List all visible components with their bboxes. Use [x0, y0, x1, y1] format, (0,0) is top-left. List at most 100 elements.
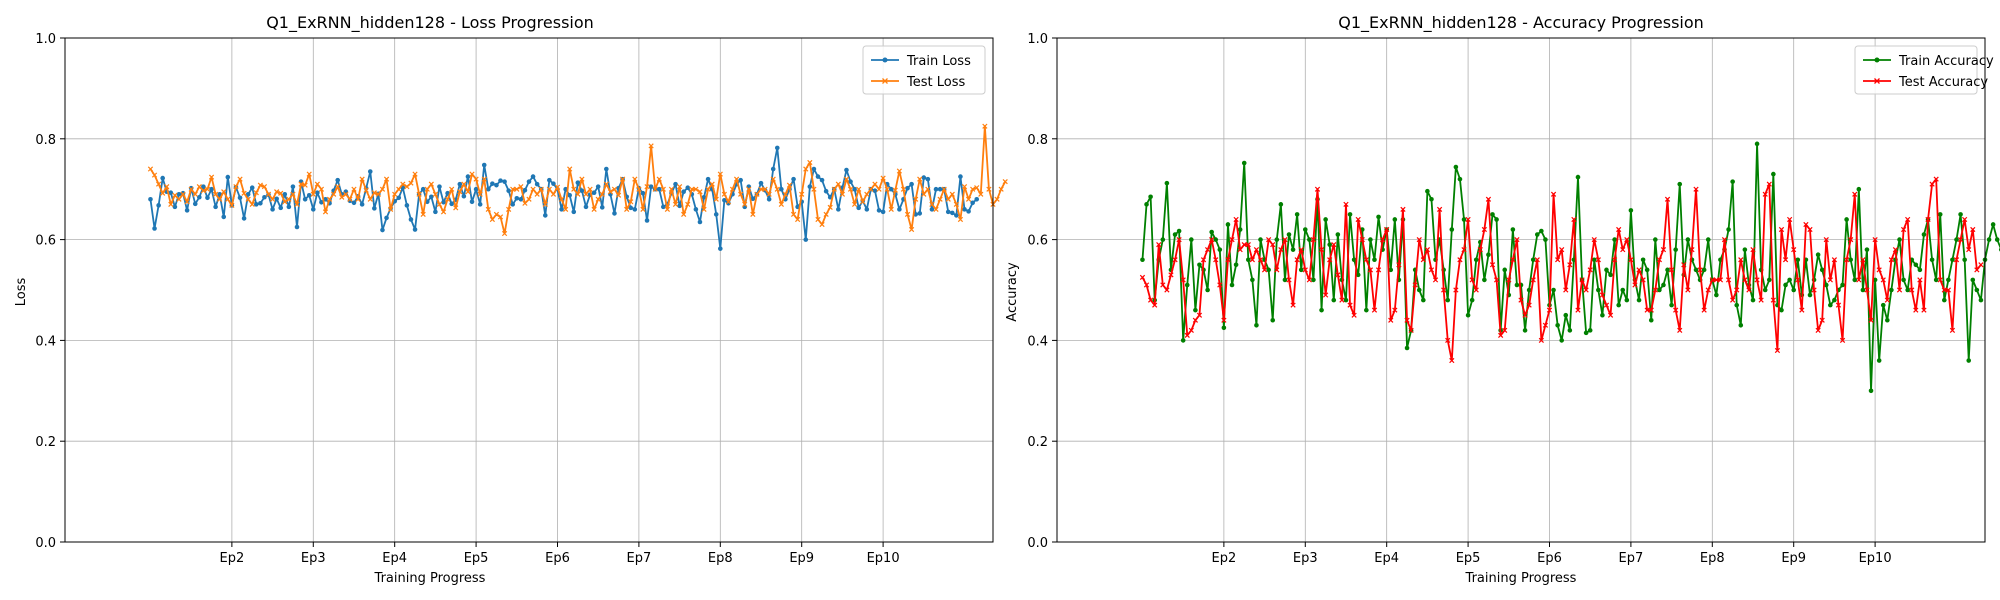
accuracy-data-point: [1469, 297, 1475, 303]
accuracy-data-point: [1603, 302, 1610, 308]
accuracy-data-point: [1900, 226, 1907, 233]
loss-data-point: [729, 186, 736, 192]
loss-data-point: [213, 204, 218, 210]
loss-data-point: [522, 200, 528, 206]
accuracy-data-point: [1750, 297, 1756, 303]
accuracy-data-point: [1742, 247, 1748, 252]
loss-data-point: [701, 206, 707, 212]
accuracy-data-point: [1721, 236, 1728, 243]
loss-data-point: [636, 186, 642, 192]
accuracy-data-point: [1351, 312, 1357, 318]
loss-data-point: [864, 207, 870, 212]
accuracy-data-point: [1498, 332, 1504, 338]
loss-data-point: [481, 176, 487, 182]
loss-data-point: [449, 186, 455, 192]
accuracy-data-point: [1839, 337, 1846, 344]
accuracy-x-tick-label: Ep5: [1456, 551, 1481, 566]
loss-data-point: [489, 216, 495, 223]
accuracy-data-point: [1624, 297, 1630, 303]
accuracy-data-point: [1795, 277, 1801, 283]
accuracy-data-point: [1693, 267, 1699, 273]
loss-data-point: [795, 216, 801, 223]
loss-data-point: [172, 192, 178, 198]
accuracy-data-point: [1298, 267, 1304, 273]
accuracy-data-point: [1986, 237, 1992, 242]
loss-data-point: [632, 176, 638, 182]
loss-data-point: [444, 196, 451, 202]
loss-data-point: [164, 184, 170, 190]
accuracy-x-tick-label: Ep2: [1212, 551, 1237, 566]
loss-data-point: [908, 226, 915, 233]
accuracy-data-point: [1653, 237, 1658, 242]
loss-data-point: [575, 180, 581, 185]
loss-data-point: [762, 186, 768, 192]
loss-data-point: [778, 201, 784, 207]
accuracy-data-point: [1750, 247, 1756, 253]
accuracy-data-point: [1896, 287, 1903, 293]
loss-data-point: [184, 208, 190, 213]
accuracy-data-point: [1742, 277, 1748, 283]
accuracy-data-point: [1551, 287, 1556, 293]
accuracy-data-point: [1257, 257, 1264, 263]
accuracy-data-point: [1563, 287, 1569, 293]
loss-data-point: [339, 194, 345, 200]
loss-legend: Train Loss Test Loss: [862, 45, 986, 95]
loss-data-point: [962, 207, 967, 212]
accuracy-data-point: [1632, 282, 1638, 288]
loss-data-point: [933, 186, 939, 192]
loss-data-point: [583, 191, 589, 197]
accuracy-data-point: [1510, 227, 1516, 232]
loss-data-point: [880, 209, 886, 215]
accuracy-data-point: [1473, 287, 1479, 293]
loss-data-point: [347, 196, 353, 202]
loss-data-point: [603, 181, 609, 187]
accuracy-data-point: [1184, 332, 1190, 338]
accuracy-data-point: [1506, 277, 1512, 283]
accuracy-data-point: [1599, 292, 1606, 298]
loss-data-point: [518, 184, 524, 190]
accuracy-data-point: [1652, 287, 1658, 293]
loss-data-point: [473, 186, 479, 192]
loss-chart-title: Q1_ExRNN_hidden128 - Loss Progression: [266, 13, 594, 33]
accuracy-data-point: [1616, 226, 1622, 233]
accuracy-data-point: [1233, 262, 1239, 268]
loss-data-point: [420, 186, 426, 192]
loss-data-point: [754, 191, 760, 197]
accuracy-data-point: [1665, 267, 1670, 273]
accuracy-data-point: [1188, 327, 1194, 333]
accuracy-data-point: [1990, 222, 1996, 227]
loss-data-point: [526, 196, 532, 202]
loss-data-point: [835, 181, 841, 187]
accuracy-y-tick-label: 0.6: [1027, 234, 1048, 249]
loss-data-point: [909, 181, 914, 187]
loss-data-point: [530, 174, 536, 179]
accuracy-data-point: [1941, 287, 1947, 293]
accuracy-data-point: [1249, 257, 1255, 263]
loss-data-point: [681, 211, 687, 218]
loss-data-point: [217, 196, 223, 202]
loss-data-point: [375, 191, 382, 197]
accuracy-data-point: [1327, 242, 1332, 247]
accuracy-data-point: [1779, 307, 1784, 313]
loss-data-point: [701, 194, 707, 200]
accuracy-data-point: [1204, 247, 1211, 253]
loss-data-point: [547, 177, 552, 183]
accuracy-data-point: [1949, 327, 1956, 333]
accuracy-data-point: [1424, 247, 1431, 253]
accuracy-data-point: [1368, 237, 1373, 242]
accuracy-data-point: [1270, 242, 1276, 248]
loss-data-point: [819, 221, 825, 228]
accuracy-data-point: [1534, 257, 1540, 263]
accuracy-data-point: [1172, 232, 1178, 237]
loss-data-point: [274, 189, 280, 195]
accuracy-data-point: [1624, 236, 1630, 243]
loss-data-point: [367, 196, 373, 202]
loss-data-point: [461, 181, 467, 187]
loss-data-point: [880, 175, 886, 181]
loss-data-point: [420, 211, 426, 218]
accuracy-data-point: [1246, 257, 1251, 263]
loss-data-point: [253, 202, 259, 207]
loss-data-point: [612, 211, 617, 216]
accuracy-legend: Train Accuracy Test Accuracy: [1854, 45, 1994, 95]
loss-data-point: [892, 187, 898, 193]
